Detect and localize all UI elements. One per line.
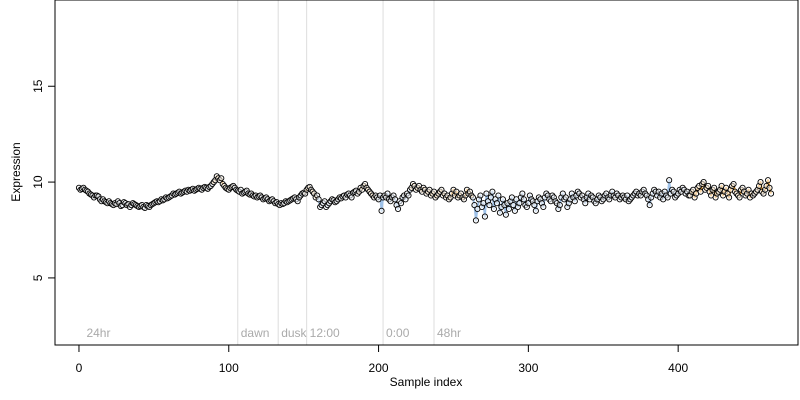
marker-label: 48hr <box>437 326 461 340</box>
x-tick-label: 400 <box>668 361 688 375</box>
data-point <box>384 190 391 197</box>
x-axis: 0 100 200 300 400 <box>76 344 688 375</box>
data-point <box>394 205 402 212</box>
data-point <box>489 188 496 195</box>
data-point <box>499 196 506 203</box>
data-point <box>757 179 764 186</box>
y-tick-label: 10 <box>31 175 45 189</box>
data-point <box>516 200 523 207</box>
data-point <box>736 194 743 201</box>
data-point <box>664 194 671 201</box>
data-point <box>481 213 488 220</box>
data-point <box>496 209 503 216</box>
data-point <box>378 207 385 214</box>
data-point <box>705 182 712 189</box>
data-point <box>767 190 775 197</box>
data-point <box>495 192 502 199</box>
data-point <box>469 194 476 201</box>
marker-label: dawn <box>241 326 270 340</box>
x-tick-label: 200 <box>369 361 389 375</box>
data-point <box>477 192 484 199</box>
x-tick-label: 100 <box>219 361 239 375</box>
data-point <box>571 198 578 205</box>
data-point <box>405 192 412 199</box>
data-point <box>486 202 493 209</box>
data-point <box>519 190 526 197</box>
marker-label: 0:00 <box>386 326 410 340</box>
plot-frame <box>54 0 799 346</box>
data-point <box>711 184 718 191</box>
data-point <box>493 200 500 207</box>
x-axis-label: Sample index <box>390 375 463 389</box>
data-point <box>646 202 653 209</box>
data-point <box>520 196 527 203</box>
y-axis: 5 10 15 <box>31 79 56 281</box>
marker-label: 12:00 <box>310 326 340 340</box>
data-points <box>75 173 775 224</box>
data-point <box>666 177 673 184</box>
data-point <box>700 179 707 186</box>
data-point <box>582 200 589 207</box>
data-point <box>726 194 733 201</box>
data-point <box>540 203 547 211</box>
data-point <box>471 202 478 209</box>
data-point <box>502 211 509 218</box>
data-point <box>532 207 539 214</box>
x-tick-label: 300 <box>518 361 538 375</box>
data-point <box>218 175 225 182</box>
marker-label: dusk <box>281 326 307 340</box>
marker-label: 24hr <box>86 326 110 340</box>
x-tick-label: 0 <box>76 361 83 375</box>
data-point <box>556 202 563 209</box>
data-point <box>730 180 737 188</box>
y-tick-label: 15 <box>31 79 45 93</box>
data-point <box>483 190 490 197</box>
marker-lines <box>237 0 435 345</box>
y-axis-label: Expression <box>9 142 23 201</box>
data-point <box>505 205 512 212</box>
data-point <box>472 217 479 224</box>
data-point <box>764 177 772 184</box>
data-point <box>490 205 497 212</box>
data-point <box>315 196 322 203</box>
marker-labels: 24hr dawn dusk 12:00 0:00 48hr <box>86 326 461 340</box>
data-point <box>397 200 405 207</box>
data-point <box>559 190 566 197</box>
y-tick-label: 5 <box>31 274 45 281</box>
data-point <box>766 184 773 191</box>
